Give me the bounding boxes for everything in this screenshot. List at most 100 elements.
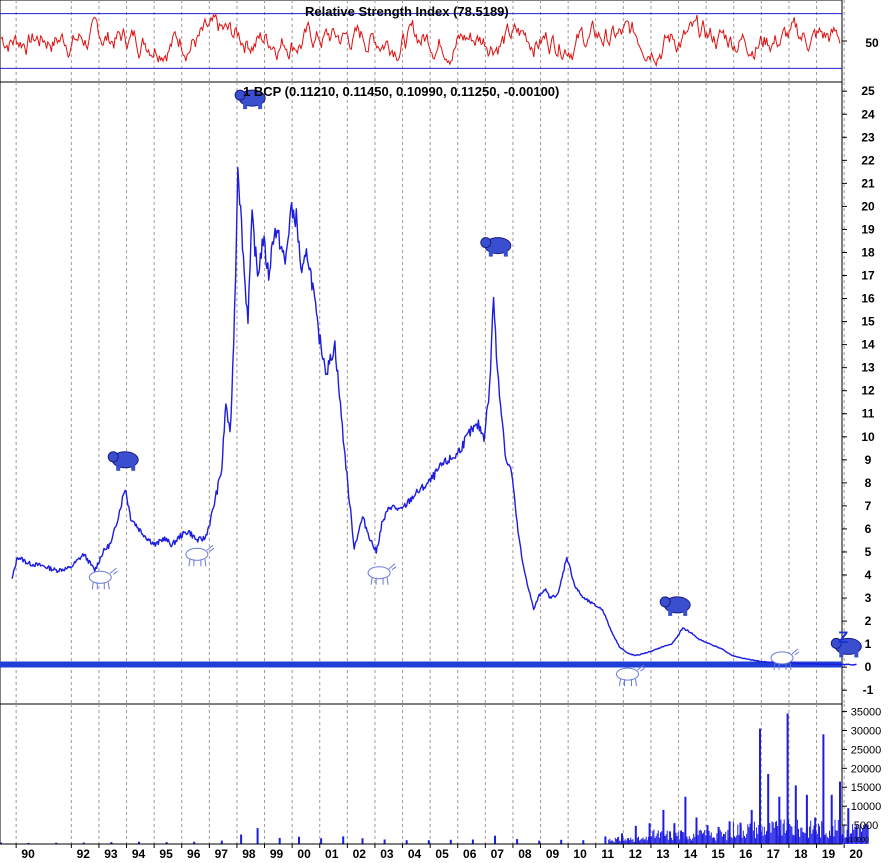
volume-bar <box>657 830 659 844</box>
volume-bar <box>726 840 728 844</box>
bear-head <box>480 237 492 249</box>
volume-bar <box>638 836 639 844</box>
volume-bar <box>832 826 834 844</box>
volume-bar <box>750 822 752 844</box>
volume-bar <box>725 831 727 844</box>
bear-icon <box>234 89 266 110</box>
x-tick-label: 18 <box>794 847 808 861</box>
volume-bar <box>830 835 832 844</box>
volume-bar <box>679 830 681 844</box>
price-y-tick-label: 25 <box>861 84 875 98</box>
volume-bar <box>827 838 829 844</box>
volume-bar <box>824 834 826 844</box>
volume-bar <box>342 836 345 844</box>
volume-bar <box>560 839 563 844</box>
rsi-title: Relative Strength Index (78.5189) <box>305 4 509 19</box>
volume-bar <box>719 829 721 844</box>
bull-leg <box>386 577 389 585</box>
volume-bar <box>806 826 808 844</box>
bear-icon <box>830 637 862 658</box>
volume-bar <box>662 809 665 844</box>
volume-bar <box>609 838 611 844</box>
volume-bar <box>673 823 676 844</box>
bear-icon <box>480 237 512 257</box>
volume-bar <box>784 833 786 844</box>
price-y-tick-label: 2 <box>865 614 872 628</box>
volume-bar <box>640 839 642 844</box>
volume-bar <box>0 842 2 844</box>
volume-bar <box>786 713 789 844</box>
volume-bar <box>736 835 738 844</box>
volume-bar <box>752 830 754 844</box>
bear-leg <box>839 651 844 658</box>
volume-bar <box>853 829 855 844</box>
volume-bar <box>745 837 747 844</box>
volume-bar <box>734 836 735 844</box>
volume-y-tick-label: 5000 <box>854 820 878 832</box>
volume-bar <box>698 830 700 844</box>
volume-bar <box>658 837 660 844</box>
volume-bar <box>744 835 745 844</box>
volume-y-axis: 5000 10000 15000 20000 25000 30000 35000 <box>842 707 882 832</box>
volume-bar <box>708 830 710 844</box>
bear-head <box>659 596 671 608</box>
volume-bar <box>747 824 749 844</box>
volume-bar <box>629 839 631 844</box>
volume-bar <box>803 832 805 844</box>
volume-bar <box>730 836 732 844</box>
volume-bar <box>810 820 812 844</box>
volume-bar <box>715 840 717 844</box>
volume-y-tick-label: 10000 <box>851 801 882 813</box>
volume-bar <box>471 839 474 844</box>
volume-bar <box>695 817 698 844</box>
rsi-y-tick-50: 50 <box>865 36 879 50</box>
volume-bar <box>684 796 687 844</box>
volume-y-tick-label: 30000 <box>851 725 882 737</box>
price-y-tick-label: 15 <box>861 315 875 329</box>
price-y-tick-label: 20 <box>861 199 875 213</box>
volume-bar <box>791 826 793 844</box>
volume-bar <box>776 821 777 844</box>
volume-bar <box>834 819 836 844</box>
price-y-tick-label: 6 <box>865 522 872 536</box>
volume-bar <box>843 825 845 844</box>
volume-bar <box>684 838 686 844</box>
volume-bar <box>662 831 664 844</box>
volume-bar <box>624 839 626 844</box>
volume-bar <box>800 827 802 844</box>
volume-bar <box>611 840 613 844</box>
volume-bar <box>801 827 803 844</box>
volume-bar <box>819 826 820 844</box>
volume-bar <box>852 824 854 844</box>
price-y-tick-label: 19 <box>861 222 875 236</box>
volume-bar <box>727 829 729 844</box>
volume-bar <box>649 841 650 844</box>
volume-bar <box>802 831 804 844</box>
x-tick-label: 10 <box>573 847 587 861</box>
x-tick-label: 90 <box>21 847 35 861</box>
volume-bar <box>646 840 648 844</box>
volume-bar <box>839 781 841 844</box>
bear-leg <box>258 103 263 110</box>
bull-icon <box>770 648 800 670</box>
bear-leg <box>243 103 248 110</box>
volume-bar <box>716 833 718 844</box>
volume-bar <box>782 823 784 844</box>
volume-bar <box>298 836 300 844</box>
volume-bar <box>655 836 657 844</box>
bull-leg <box>789 662 792 670</box>
volume-bar <box>861 831 862 844</box>
bull-body <box>367 566 391 580</box>
volume-bar <box>427 840 430 844</box>
volume-bar <box>846 829 848 844</box>
volume-bar <box>612 841 614 844</box>
volume-bar <box>809 826 811 844</box>
x-tick-label: 94 <box>132 847 146 861</box>
volume-bar <box>774 821 776 844</box>
volume-bar <box>664 836 666 844</box>
volume-bar <box>826 836 828 844</box>
volume-bar <box>728 821 731 844</box>
x-tick-label: 14 <box>684 847 698 861</box>
volume-bar <box>688 836 690 844</box>
